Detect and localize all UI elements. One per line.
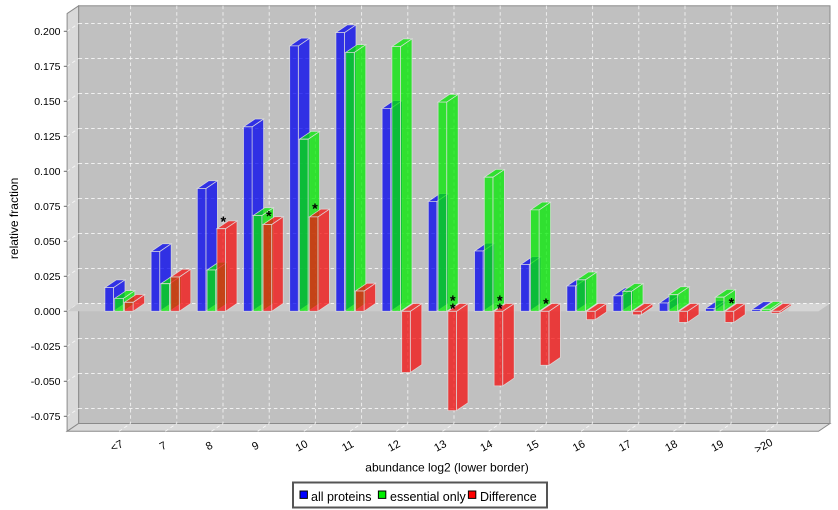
svg-text:-0.050: -0.050 — [31, 376, 61, 388]
svg-text:*: * — [497, 301, 503, 317]
svg-text:all proteins: all proteins — [311, 490, 371, 504]
svg-text:8: 8 — [204, 440, 215, 453]
svg-text:*: * — [220, 215, 226, 231]
svg-text:*: * — [266, 209, 272, 225]
svg-text:<7: <7 — [109, 438, 126, 454]
svg-text:relative fraction: relative fraction — [7, 178, 21, 259]
svg-text:9: 9 — [250, 440, 261, 453]
svg-text:13: 13 — [432, 438, 448, 454]
svg-text:0.025: 0.025 — [34, 271, 60, 283]
svg-text:0.075: 0.075 — [34, 201, 60, 213]
svg-text:16: 16 — [571, 438, 587, 454]
svg-text:abundance log2 (lower border): abundance log2 (lower border) — [365, 461, 528, 475]
svg-text:0.200: 0.200 — [34, 26, 60, 38]
svg-text:0.050: 0.050 — [34, 236, 60, 248]
svg-text:-0.025: -0.025 — [31, 341, 61, 353]
svg-text:0.100: 0.100 — [34, 166, 60, 178]
svg-text:0.000: 0.000 — [34, 306, 60, 318]
svg-text:12: 12 — [386, 438, 402, 454]
svg-text:15: 15 — [525, 438, 541, 454]
svg-text:essential only: essential only — [390, 490, 466, 504]
svg-text:*: * — [497, 293, 503, 309]
svg-text:14: 14 — [478, 438, 494, 454]
svg-text:0.150: 0.150 — [34, 96, 60, 108]
svg-text:19: 19 — [709, 438, 725, 454]
svg-text:10: 10 — [294, 438, 310, 454]
svg-text:*: * — [312, 202, 318, 218]
svg-text:*: * — [729, 296, 735, 312]
svg-text:*: * — [543, 297, 549, 313]
svg-text:7: 7 — [158, 440, 169, 453]
svg-text:17: 17 — [617, 438, 633, 454]
svg-text:*: * — [450, 293, 456, 309]
svg-text:*: * — [450, 301, 456, 317]
svg-text:0.175: 0.175 — [34, 61, 60, 73]
svg-text:-0.075: -0.075 — [31, 411, 61, 423]
svg-text:11: 11 — [340, 438, 356, 454]
svg-text:18: 18 — [663, 438, 679, 454]
svg-text:0.125: 0.125 — [34, 131, 60, 143]
svg-text:Difference: Difference — [480, 490, 537, 504]
